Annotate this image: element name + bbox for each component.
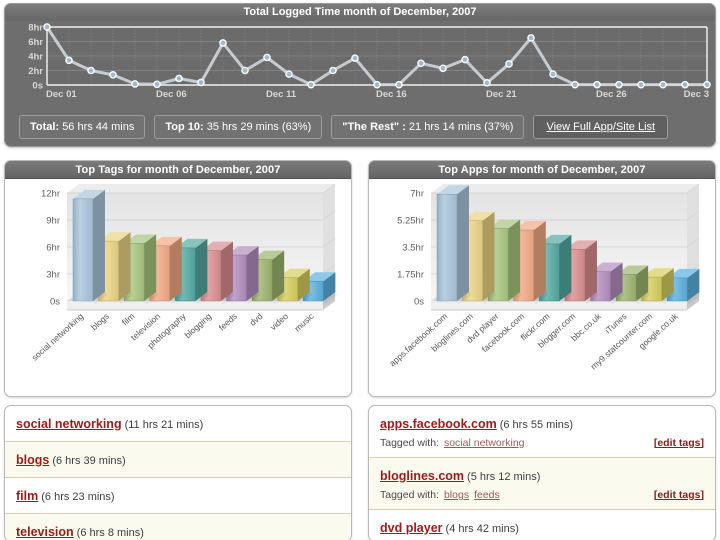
app-tag-link[interactable]: social networking xyxy=(443,437,525,449)
app-tag-link[interactable]: blogs xyxy=(443,489,470,501)
tag-list-item: blogs (6 hrs 39 mins) xyxy=(5,442,351,478)
svg-text:Dec 06: Dec 06 xyxy=(156,89,187,100)
svg-text:Dec 21: Dec 21 xyxy=(486,89,517,100)
app-link[interactable]: bloglines.com xyxy=(380,469,465,483)
svg-text:6hr: 6hr xyxy=(28,37,43,48)
top-apps-title: Top Apps for month of December, 2007 xyxy=(369,161,715,179)
svg-text:8hr: 8hr xyxy=(28,23,43,34)
svg-text:7hr: 7hr xyxy=(410,189,424,200)
svg-text:12hr: 12hr xyxy=(41,189,60,200)
stat-total-label: Total: xyxy=(30,121,60,133)
total-logged-time-chart: 0s 2hr 4hr 6hr 8hr Dec 01 Dec 06 Dec 11 Dec 16 De… xyxy=(11,21,711,105)
svg-text:3hr: 3hr xyxy=(46,270,60,281)
svg-text:video: video xyxy=(268,311,290,332)
svg-text:0s: 0s xyxy=(414,297,424,308)
tag-link[interactable]: television xyxy=(16,525,74,539)
svg-text:1.75hr: 1.75hr xyxy=(397,270,424,281)
svg-text:0s: 0s xyxy=(32,81,43,92)
tag-link[interactable]: blogs xyxy=(16,453,50,467)
top-apps-chart-svg: 0s1.75hr3.5hr5.25hr7hrapps.facebook.comb… xyxy=(387,183,702,372)
svg-text:film: film xyxy=(120,311,137,327)
app-list-item: dvd player (4 hrs 42 mins) xyxy=(369,510,715,540)
tagged-with-label: Tagged with: xyxy=(380,437,439,449)
svg-text:feeds: feeds xyxy=(217,311,239,333)
top-tags-chart-svg: 0s 3hr 6hr 9hr 12hr social networking blogs fil… xyxy=(30,183,338,363)
app-time: (6 hrs 55 mins) xyxy=(499,419,574,431)
tag-time: (6 hrs 23 mins) xyxy=(41,491,115,503)
svg-text:3.5hr: 3.5hr xyxy=(402,243,424,254)
tag-time: (6 hrs 39 mins) xyxy=(52,455,126,467)
top-tags-title: Top Tags for month of December, 2007 xyxy=(5,161,351,179)
svg-text:9hr: 9hr xyxy=(46,216,60,227)
app-tag-link[interactable]: feeds xyxy=(474,489,500,501)
app-link[interactable]: dvd player xyxy=(380,521,443,535)
edit-tags-button[interactable]: [edit tags] xyxy=(653,437,704,449)
tagged-with-label: Tagged with: xyxy=(380,489,439,501)
view-full-app-site-list-button[interactable]: View Full App/Site List xyxy=(533,115,669,139)
app-time: (4 hrs 42 mins) xyxy=(445,523,519,535)
svg-text:5.25hr: 5.25hr xyxy=(397,216,424,227)
svg-text:dvd: dvd xyxy=(248,311,265,328)
top-tags-chart: 0s 3hr 6hr 9hr 12hr social networking blogs fil… xyxy=(5,179,351,396)
stats-bar: Total: 56 hrs 44 mins Top 10: 35 hrs 29 … xyxy=(5,114,715,140)
stat-total-value: 56 hrs 44 mins xyxy=(62,121,135,133)
svg-text:Dec 26: Dec 26 xyxy=(596,89,627,100)
tag-time: (6 hrs 8 mins) xyxy=(76,527,144,539)
top-tags-panel: Top Tags for month of December, 2007 0s 3… xyxy=(4,160,352,397)
svg-text:6hr: 6hr xyxy=(46,243,60,254)
app-list-item-header: bloglines.com (5 hrs 12 mins) xyxy=(380,467,704,485)
line-chart-svg: 0s 2hr 4hr 6hr 8hr Dec 01 Dec 06 Dec 11 Dec 16 De… xyxy=(28,23,711,100)
svg-text:0s: 0s xyxy=(50,297,60,308)
tag-list-panel: social networking (11 hrs 21 mins) blogs (6… xyxy=(4,405,352,540)
tag-list-item: film (6 hrs 23 mins) xyxy=(5,478,351,514)
tag-link[interactable]: film xyxy=(16,489,39,503)
total-logged-time-panel: Total Logged Time month of December, 200… xyxy=(4,3,716,147)
stat-the-rest: "The Rest" : 21 hrs 14 mins (37%) xyxy=(331,115,525,139)
tag-link[interactable]: social networking xyxy=(16,417,122,431)
app-link[interactable]: apps.facebook.com xyxy=(380,417,497,431)
svg-text:music: music xyxy=(292,311,316,334)
stat-total: Total: 56 hrs 44 mins xyxy=(19,115,146,139)
app-list-item: apps.facebook.com (6 hrs 55 mins) Tagged w… xyxy=(369,406,715,458)
stat-top10: Top 10: 35 hrs 29 mins (63%) xyxy=(154,115,323,139)
svg-text:Dec 16: Dec 16 xyxy=(376,89,407,100)
tag-time: (11 hrs 21 mins) xyxy=(124,419,204,431)
stat-top10-label: Top 10: xyxy=(165,121,204,133)
svg-text:2hr: 2hr xyxy=(28,66,43,77)
edit-tags-button[interactable]: [edit tags] xyxy=(653,489,704,501)
total-logged-time-title: Total Logged Time month of December, 200… xyxy=(5,4,715,21)
app-list-item-header: apps.facebook.com (6 hrs 55 mins) xyxy=(380,415,704,433)
apps-column: Top Apps for month of December, 2007 0s 1… xyxy=(368,160,716,540)
svg-text:Dec 11: Dec 11 xyxy=(266,89,297,100)
svg-text:Dec 01: Dec 01 xyxy=(46,89,77,100)
app-time: (5 hrs 12 mins) xyxy=(467,471,541,483)
top-apps-chart: 0s 1.75hr 3.5hr 5.25hr 7hr apps.facebook.com b… xyxy=(369,179,715,396)
svg-text:4hr: 4hr xyxy=(28,52,43,63)
svg-text:blogs: blogs xyxy=(89,311,111,332)
app-tagged-with: Tagged with: social networking [edit tags] xyxy=(380,437,704,449)
tag-list-item: social networking (11 hrs 21 mins) xyxy=(5,406,351,442)
app-list-panel: apps.facebook.com (6 hrs 55 mins) Tagged w… xyxy=(368,405,716,540)
app-list-item-header: dvd player (4 hrs 42 mins) xyxy=(380,519,704,537)
svg-text:social networking: social networking xyxy=(30,311,86,363)
stat-top10-value: 35 hrs 29 mins (63%) xyxy=(206,121,312,133)
top-apps-panel: Top Apps for month of December, 2007 0s 1… xyxy=(368,160,716,397)
svg-text:blogging: blogging xyxy=(182,311,213,340)
app-list-item: bloglines.com (5 hrs 12 mins) Tagged with:… xyxy=(369,458,715,510)
tags-column: Top Tags for month of December, 2007 0s 3… xyxy=(4,160,352,540)
stat-the-rest-label: "The Rest" : xyxy=(342,121,406,133)
stat-the-rest-value: 21 hrs 14 mins (37%) xyxy=(408,121,514,133)
tag-list-item: television (6 hrs 8 mins) xyxy=(5,514,351,540)
app-tagged-with: Tagged with: blogs feeds [edit tags] xyxy=(380,489,704,501)
svg-text:Dec 3: Dec 3 xyxy=(684,89,709,100)
